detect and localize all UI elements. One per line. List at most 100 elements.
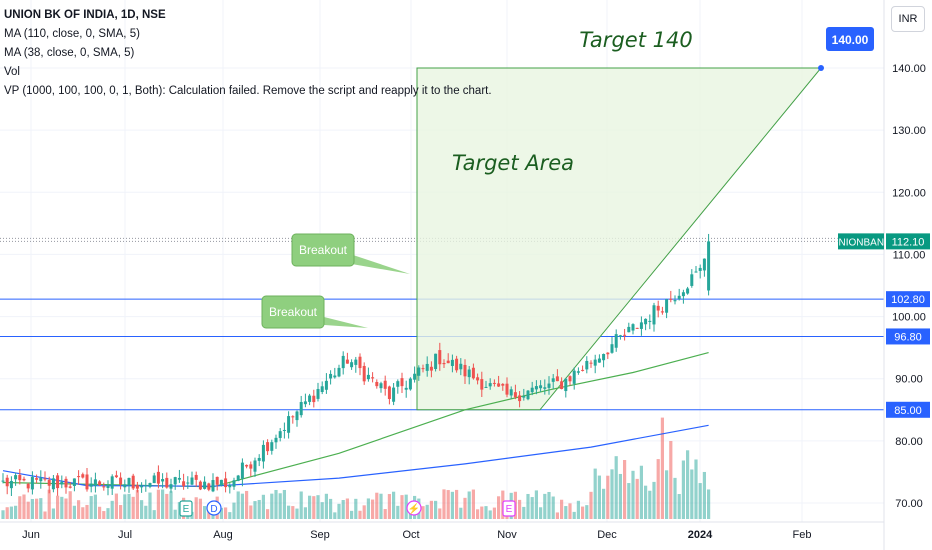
volume-bar xyxy=(597,475,601,519)
volume-bar xyxy=(371,499,375,519)
candle-body xyxy=(484,386,488,388)
y-tick-label: 100.00 xyxy=(892,312,926,324)
candle-body xyxy=(240,462,244,479)
volume-bar xyxy=(270,493,274,519)
candle-body xyxy=(152,475,156,484)
volume-bar xyxy=(572,511,576,519)
volume-bar xyxy=(60,496,64,519)
currency-button[interactable]: INR xyxy=(891,6,925,32)
volume-bar xyxy=(354,498,358,519)
volume-bar xyxy=(39,498,43,519)
volume-bar xyxy=(686,450,690,519)
volume-bar xyxy=(698,483,702,519)
candle-body xyxy=(488,383,492,387)
candle-body xyxy=(644,318,648,325)
volume-bar xyxy=(5,507,9,519)
volume-bar xyxy=(581,506,585,519)
volume-bar xyxy=(119,505,123,519)
candle-body xyxy=(333,375,337,378)
volume-bar xyxy=(362,505,366,519)
volume-bar xyxy=(652,481,656,519)
volume-bar xyxy=(140,500,144,519)
volume-bar xyxy=(156,489,160,519)
candle-body xyxy=(81,474,85,478)
candle-body xyxy=(371,377,375,379)
candle-body xyxy=(358,356,362,369)
volume-bar xyxy=(287,505,291,519)
candle-body xyxy=(14,475,18,480)
volume-bar xyxy=(89,496,93,519)
volume-bar xyxy=(123,494,127,519)
legend-ma110[interactable]: MA (110, close, 0, SMA, 5) xyxy=(4,28,140,40)
volume-bar xyxy=(43,511,47,519)
volume-bar xyxy=(681,460,685,519)
candle-body xyxy=(85,474,89,490)
breakout-lower-box xyxy=(261,295,325,329)
y-tick-label: 140.00 xyxy=(892,63,926,75)
volume-bar xyxy=(152,510,156,519)
legend-ma38[interactable]: MA (38, close, 0, SMA, 5) xyxy=(4,47,135,59)
legend-volume[interactable]: Vol xyxy=(4,66,20,78)
candle-body xyxy=(413,373,417,380)
volume-bar xyxy=(316,495,320,519)
candle-body xyxy=(450,359,454,366)
breakout-lower-text: Breakout xyxy=(269,305,318,319)
volume-bar xyxy=(644,485,648,519)
y-tick-label: 80.00 xyxy=(895,436,923,448)
level-price-label xyxy=(886,328,930,345)
volume-bar xyxy=(690,469,694,519)
volume-bar xyxy=(627,483,631,519)
volume-bar xyxy=(631,470,635,519)
candle-body xyxy=(119,477,123,485)
candle-body xyxy=(203,481,207,489)
candle-body xyxy=(219,479,223,486)
candle-body xyxy=(476,377,480,381)
candle-body xyxy=(156,471,160,484)
candle-body xyxy=(72,478,76,486)
volume-bar xyxy=(387,494,391,519)
candle-body xyxy=(194,474,198,480)
volume-bar xyxy=(375,492,379,519)
volume-bar xyxy=(539,507,543,519)
x-tick-label: Feb xyxy=(793,529,812,541)
volume-bar xyxy=(295,508,299,519)
candle-body xyxy=(303,401,307,405)
volume-bar xyxy=(274,489,278,519)
candle-body xyxy=(669,298,673,300)
volume-bar xyxy=(282,489,286,519)
candle-body xyxy=(89,483,93,487)
x-tick-label: Nov xyxy=(497,529,517,541)
volume-bar xyxy=(602,488,606,519)
candle-body xyxy=(161,479,165,482)
candle-body xyxy=(564,378,568,392)
candle-body xyxy=(232,480,236,487)
level-price-text: 102.80 xyxy=(891,294,925,306)
volume-bar xyxy=(194,497,198,519)
candle-body xyxy=(173,477,177,485)
volume-bar xyxy=(102,511,106,519)
level-price-label xyxy=(886,291,930,308)
candle-body xyxy=(707,241,711,291)
volume-bar xyxy=(56,495,60,519)
legend-volume-profile[interactable]: VP (1000, 100, 100, 0, 1, Both): Calcula… xyxy=(4,85,492,97)
target-anchor-dot xyxy=(818,65,824,71)
candle-body xyxy=(702,258,706,271)
x-tick-label: Sep xyxy=(310,529,330,541)
volume-bar xyxy=(488,510,492,519)
candle-body xyxy=(114,475,118,478)
volume-bar xyxy=(26,501,30,519)
symbol-title[interactable]: UNION BK OF INDIA, 1D, NSE xyxy=(4,9,166,21)
candle-body xyxy=(329,373,333,379)
volume-bar xyxy=(497,496,501,519)
candle-body xyxy=(614,334,618,348)
volume-bar xyxy=(18,496,22,519)
volume-bar xyxy=(14,505,18,519)
target-area xyxy=(416,67,823,411)
x-tick-label: Aug xyxy=(213,529,233,541)
marker-label: E xyxy=(183,504,190,515)
candle-body xyxy=(392,387,396,402)
candle-body xyxy=(354,359,358,365)
volume-bar xyxy=(576,500,580,519)
candle-body xyxy=(320,386,324,393)
